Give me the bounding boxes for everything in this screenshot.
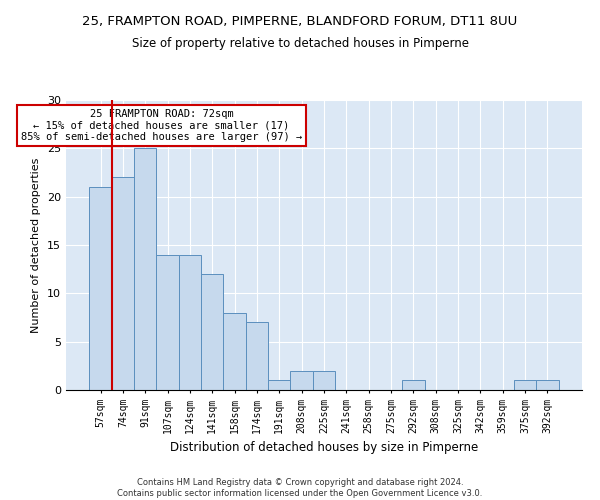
Bar xyxy=(402,380,425,390)
Y-axis label: Number of detached properties: Number of detached properties xyxy=(31,158,41,332)
Bar xyxy=(157,254,179,390)
Bar xyxy=(134,148,157,390)
Text: 25 FRAMPTON ROAD: 72sqm
← 15% of detached houses are smaller (17)
85% of semi-de: 25 FRAMPTON ROAD: 72sqm ← 15% of detache… xyxy=(21,108,302,142)
Bar xyxy=(201,274,223,390)
Bar xyxy=(313,370,335,390)
Text: Contains HM Land Registry data © Crown copyright and database right 2024.
Contai: Contains HM Land Registry data © Crown c… xyxy=(118,478,482,498)
Bar xyxy=(536,380,559,390)
Bar xyxy=(514,380,536,390)
X-axis label: Distribution of detached houses by size in Pimperne: Distribution of detached houses by size … xyxy=(170,441,478,454)
Text: Size of property relative to detached houses in Pimperne: Size of property relative to detached ho… xyxy=(131,38,469,51)
Text: 25, FRAMPTON ROAD, PIMPERNE, BLANDFORD FORUM, DT11 8UU: 25, FRAMPTON ROAD, PIMPERNE, BLANDFORD F… xyxy=(82,15,518,28)
Bar xyxy=(112,178,134,390)
Bar xyxy=(223,312,246,390)
Bar xyxy=(89,187,112,390)
Bar xyxy=(268,380,290,390)
Bar xyxy=(246,322,268,390)
Bar xyxy=(290,370,313,390)
Bar xyxy=(179,254,201,390)
